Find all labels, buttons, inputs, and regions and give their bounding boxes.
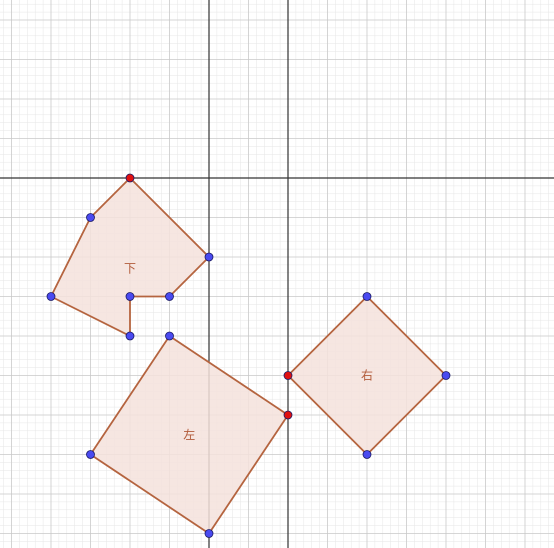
vertex-point-red[interactable]	[284, 372, 292, 380]
polygon-label-xia: 下	[124, 261, 136, 275]
vertex-point[interactable]	[205, 253, 213, 261]
vertex-point[interactable]	[442, 372, 450, 380]
vertex-point[interactable]	[166, 332, 174, 340]
vertex-point[interactable]	[87, 214, 95, 222]
vertex-point[interactable]	[363, 293, 371, 301]
vertex-point[interactable]	[205, 530, 213, 538]
vertex-point[interactable]	[126, 332, 134, 340]
vertex-point[interactable]	[166, 293, 174, 301]
vertex-point[interactable]	[47, 293, 55, 301]
polygon-label-zuo: 左	[183, 427, 195, 442]
vertex-point[interactable]	[87, 451, 95, 459]
vertex-point-red[interactable]	[126, 174, 134, 182]
vertex-point[interactable]	[126, 293, 134, 301]
polygon-label-you: 右	[361, 368, 373, 383]
vertex-point[interactable]	[363, 451, 371, 459]
vertex-point-red[interactable]	[284, 411, 292, 419]
